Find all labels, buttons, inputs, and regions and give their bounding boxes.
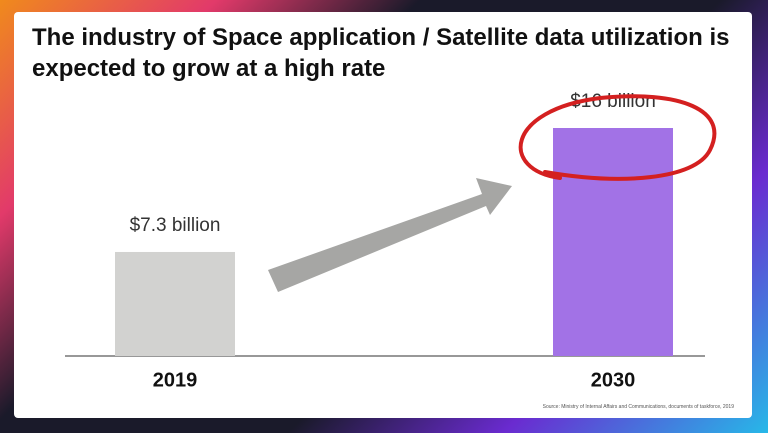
growth-arrow bbox=[268, 178, 512, 292]
bar bbox=[115, 251, 235, 356]
x-tick-label: 2030 bbox=[591, 369, 636, 391]
x-tick-label: 2019 bbox=[153, 369, 198, 391]
value-label: $7.3 billion bbox=[130, 215, 221, 236]
bar bbox=[553, 128, 673, 356]
highlight-circle bbox=[518, 94, 717, 181]
source-note: Source: Ministry of Internal Affairs and… bbox=[542, 404, 734, 410]
chart-title: The industry of Space application / Sate… bbox=[32, 24, 730, 82]
